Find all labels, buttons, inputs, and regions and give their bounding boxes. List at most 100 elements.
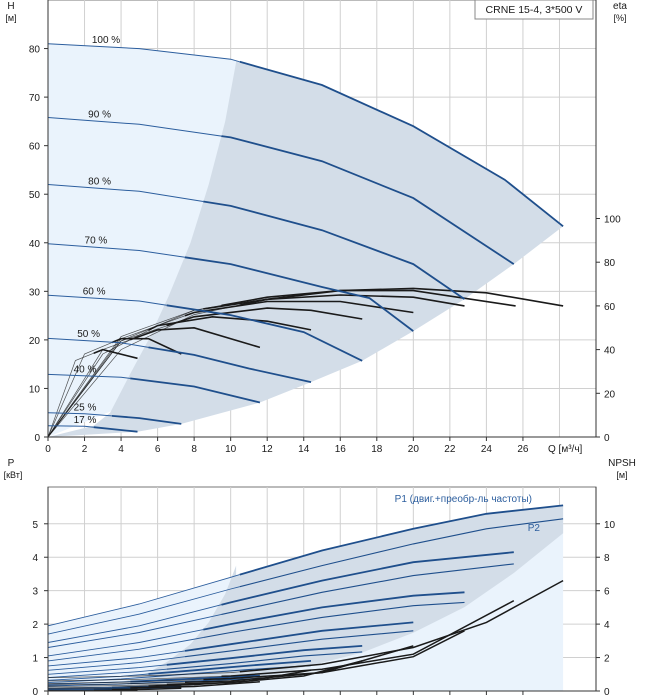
speed-curve-operating: [130, 377, 261, 404]
top-left-tick-label: 0: [34, 433, 40, 444]
bottom-left-axis-label: P: [8, 458, 15, 469]
p2-series-label: P2: [528, 523, 541, 534]
speed-curve: [48, 117, 222, 137]
top-left-tick-label: 60: [29, 142, 41, 153]
x-tick-label: 8: [191, 444, 197, 455]
efficiency-curve-operating: [129, 326, 261, 349]
x-tick-label: 22: [444, 444, 456, 455]
x-tick-label: 16: [335, 444, 347, 455]
top-left-tick-label: 10: [29, 384, 41, 395]
p2-power-curve: [48, 637, 204, 662]
npsh-curve-operating: [221, 600, 515, 678]
speed-curve: [48, 243, 186, 258]
efficiency-curve-operating: [93, 348, 138, 360]
top-right-tick-label: 40: [604, 346, 616, 357]
p1-power-curve: [48, 629, 204, 657]
speed-curve-operating: [111, 415, 182, 425]
speed-curve: [48, 425, 94, 428]
top-right-tick-label: 60: [604, 302, 616, 313]
p2-power-curve-operating: [221, 563, 514, 615]
title-box: CRNE 15-4, 3*500 V: [474, 0, 594, 20]
top-left-tick-label: 40: [29, 239, 41, 250]
x-axis-label: Q [м³/ч]: [548, 444, 583, 455]
speed-curve-operating: [203, 200, 466, 300]
p1-power-curve: [48, 650, 186, 667]
bottom-left-tick-label: 2: [32, 620, 38, 631]
npsh-curve: [48, 675, 222, 682]
npsh-curve: [48, 681, 186, 686]
npsh-curve-operating: [130, 681, 260, 689]
npsh-curve: [48, 684, 167, 688]
top-left-tick-label: 30: [29, 287, 41, 298]
x-tick-label: 10: [225, 444, 237, 455]
p1-power-curve-operating: [148, 660, 312, 675]
p1-power-curve-operating: [130, 674, 260, 683]
top-operating-range-fill: [48, 60, 564, 437]
top-curves: 100 % 90 % 80 % 70 % 60 % 50 % 40 % 25 % 17 %: [48, 35, 564, 437]
bottom-left-tick-label: 0: [32, 687, 38, 698]
x-tick-label: 14: [298, 444, 310, 455]
speed-label: 17 %: [74, 415, 97, 426]
top-right-tick-label: 20: [604, 389, 616, 400]
speed-curve-operating: [221, 135, 515, 265]
x-tick-label: 0: [45, 444, 51, 455]
speed-label: 70 %: [85, 235, 108, 246]
title-box-text: CRNE 15-4, 3*500 V: [486, 4, 583, 16]
bottom-curves: [48, 504, 564, 691]
p2-power-curve: [48, 656, 186, 671]
x-tick-label: 18: [371, 444, 383, 455]
speed-label: 25 %: [74, 402, 97, 413]
npsh-curve: [48, 671, 240, 678]
p2-power-curve: [48, 613, 222, 648]
top-left-tick-label: 70: [29, 93, 41, 104]
speed-curve-operating: [93, 426, 138, 433]
p1-power-curve-operating: [221, 551, 514, 606]
speed-curve: [48, 43, 240, 63]
x-tick-label: 26: [517, 444, 529, 455]
bottom-right-tick-label: 2: [604, 654, 610, 665]
speed-label: 60 %: [83, 286, 106, 297]
efficiency-curve-operating: [166, 307, 363, 327]
speed-curve-operating: [239, 60, 564, 228]
p1-power-curve-operating: [111, 685, 182, 689]
p2-power-curve-operating: [203, 601, 465, 639]
x-tick-label: 20: [408, 444, 420, 455]
efficiency-curve-operating: [203, 294, 465, 310]
x-tick-label: 12: [262, 444, 274, 455]
bottom-left-tick-label: 5: [32, 520, 38, 531]
top-left-axis-label: H: [7, 1, 14, 12]
p2-power-curve-operating: [184, 630, 414, 658]
speed-label: 80 %: [88, 177, 111, 188]
top-region-fill: [48, 43, 564, 437]
bottom-left-tick-label: 4: [32, 553, 38, 564]
p1-series-label: P1 (двиг.+преобр-ль частоты): [395, 493, 532, 505]
x-tick-label: 24: [481, 444, 493, 455]
efficiency-curve-operating: [184, 300, 414, 317]
npsh-curve-operating: [148, 669, 312, 687]
speed-label: 50 %: [77, 329, 100, 340]
top-right-axis-label: eta: [613, 1, 627, 12]
speed-curve-operating: [166, 304, 363, 362]
p1-power-curve: [48, 687, 112, 689]
bottom-left-axis-unit: [кВт]: [4, 470, 23, 480]
p2-power-curve-operating: [166, 651, 363, 670]
bottom-right-axis-label: NPSH: [608, 458, 636, 469]
speed-curve: [48, 412, 112, 417]
x-tick-label: 4: [118, 444, 124, 455]
top-left-tick-label: 20: [29, 336, 41, 347]
p2-power-curve-operating: [130, 677, 260, 685]
top-right-tick-label: 100: [604, 215, 621, 226]
speed-label: 90 %: [88, 109, 111, 120]
p1-power-curve-operating: [184, 621, 414, 652]
bottom-right-tick-label: 8: [604, 553, 610, 564]
npsh-curve-operating: [239, 579, 564, 673]
top-left-tick-label: 80: [29, 45, 41, 56]
bottom-region-fill: [48, 505, 564, 691]
speed-curve: [48, 337, 149, 348]
efficiency-curve-operating: [148, 315, 312, 332]
speed-curve-operating: [148, 346, 312, 383]
speed-label: 40 %: [74, 364, 97, 375]
npsh-curve-operating: [166, 660, 363, 686]
